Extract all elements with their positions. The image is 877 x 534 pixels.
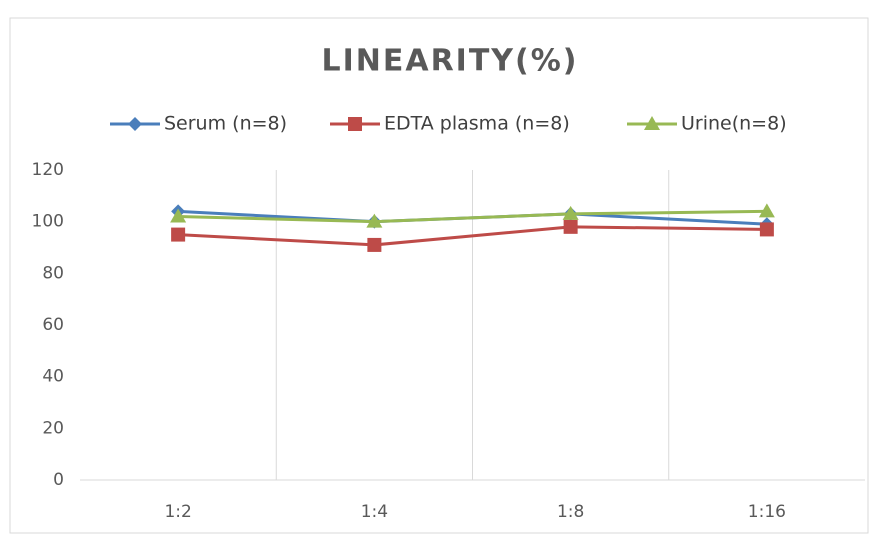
series-line <box>178 209 767 224</box>
x-tick-label: 1:2 <box>164 502 191 522</box>
y-tick-label: 80 <box>42 263 64 283</box>
y-tick-label: 120 <box>32 160 64 180</box>
chart-frame <box>9 17 869 534</box>
legend-label: EDTA plasma (n=8) <box>384 113 570 135</box>
data-point <box>170 208 187 223</box>
y-tick-label: 60 <box>42 315 64 335</box>
x-tick-label: 1:8 <box>557 502 584 522</box>
legend-marker <box>644 116 660 130</box>
data-point <box>366 213 383 228</box>
legend-marker <box>128 117 142 131</box>
legend-label: Serum (n=8) <box>164 113 287 135</box>
legend-label: Urine(n=8) <box>681 113 787 135</box>
x-tick-label: 1:16 <box>748 502 786 522</box>
data-point <box>759 222 774 237</box>
y-tick-label: 0 <box>53 470 64 490</box>
data-point <box>367 237 382 252</box>
chart-title: LINEARITY(%) <box>321 44 578 79</box>
data-point <box>563 219 578 234</box>
series-line <box>178 225 767 247</box>
y-tick-label: 40 <box>42 367 64 387</box>
y-tick-label: 100 <box>32 212 64 232</box>
legend-marker <box>348 117 362 131</box>
data-point <box>171 227 186 242</box>
y-tick-label: 20 <box>42 418 64 438</box>
data-point <box>758 203 775 218</box>
x-tick-label: 1:4 <box>361 502 388 522</box>
data-point <box>562 205 579 220</box>
